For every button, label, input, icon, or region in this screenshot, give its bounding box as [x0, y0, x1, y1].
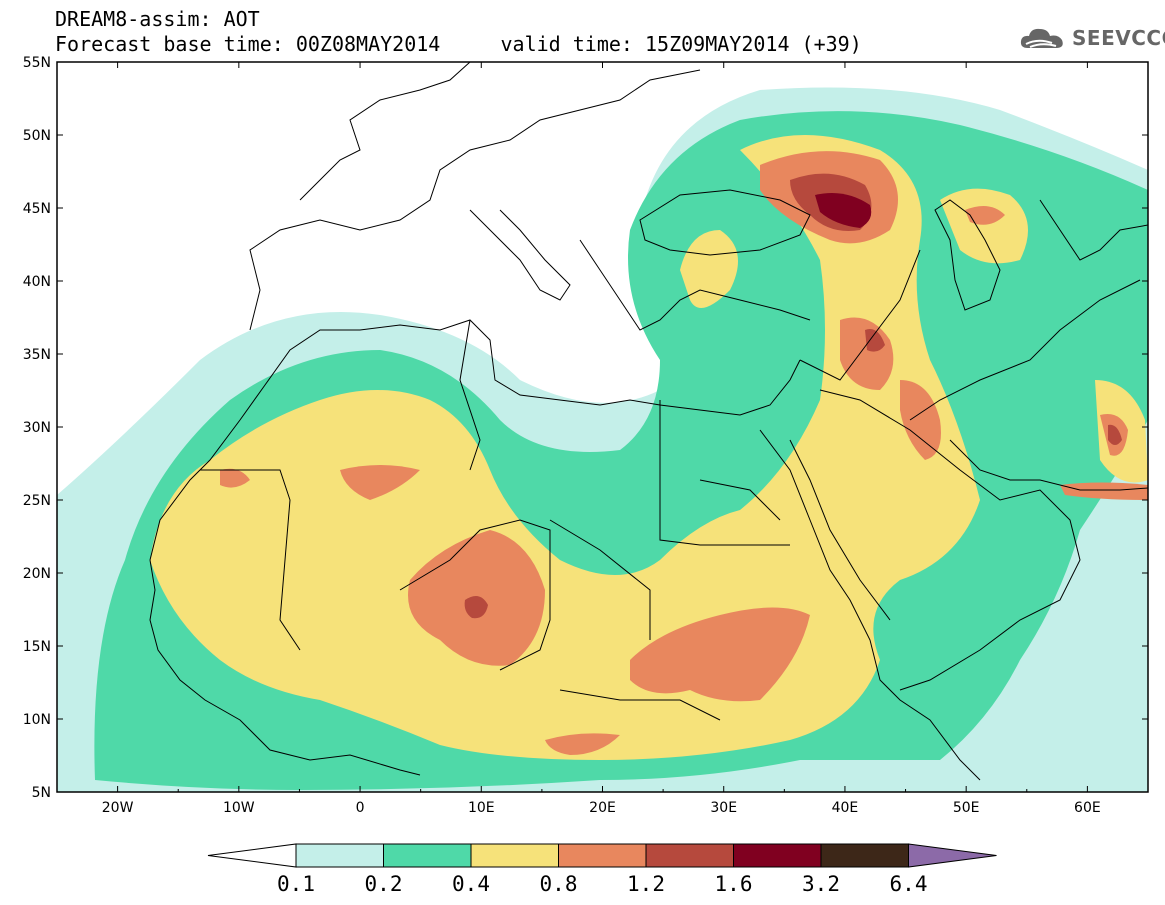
- lat-label: 10N: [23, 712, 51, 728]
- lon-label: 30E: [710, 800, 737, 816]
- lat-label: 35N: [23, 347, 51, 363]
- colorbar-swatch: [645, 843, 734, 868]
- lat-label: 5N: [32, 785, 51, 801]
- lon-label: 60E: [1074, 800, 1101, 816]
- forecast-time-subtitle: Forecast base time: 00Z08MAY2014 valid t…: [55, 32, 862, 56]
- lat-label: 30N: [23, 420, 51, 436]
- lon-label: 0: [356, 800, 365, 816]
- aot-field: [57, 62, 1148, 792]
- colorbar-label: 0.2: [365, 872, 403, 896]
- longitude-axis: 20W 10W 0 10E 20E 30E 40E 50E 60E: [56, 62, 1149, 816]
- lon-label: 20E: [589, 800, 616, 816]
- colorbar-label: 1.6: [715, 872, 753, 896]
- lon-label: 20W: [102, 800, 134, 816]
- colorbar-label: 6.4: [890, 872, 928, 896]
- lat-label: 20N: [23, 566, 51, 582]
- colorbar-label: 0.4: [452, 872, 490, 896]
- coastlines-borders: [149, 62, 1148, 781]
- lat-label: 15N: [23, 639, 51, 655]
- lon-label: 10E: [468, 800, 495, 816]
- lat-label: 40N: [23, 274, 51, 290]
- colorbar-label: 3.2: [802, 872, 840, 896]
- map-title: DREAM8-assim: AOT: [55, 7, 260, 31]
- latitude-axis: 55N 50N 45N 40N 35N 30N 25N 20N 15N 10N 5N: [23, 55, 1148, 801]
- colorbar-swatch: [733, 843, 822, 868]
- lon-label: 40E: [832, 800, 859, 816]
- colorbar-high-arrow: [908, 843, 997, 868]
- colorbar-label: 0.8: [540, 872, 578, 896]
- colorbar-low-arrow: [207, 843, 297, 868]
- colorbar-swatch: [558, 843, 647, 868]
- colorbar: 0.1 0.2 0.4 0.8 1.2 1.6 3.2 6.4: [207, 843, 997, 896]
- logo-text: SEEVCCC: [1072, 26, 1165, 50]
- colorbar-swatch: [295, 843, 384, 868]
- colorbar-swatch: [820, 843, 909, 868]
- lat-label: 45N: [23, 201, 51, 217]
- seevccc-logo: SEEVCCC: [1018, 24, 1165, 52]
- lat-label: 25N: [23, 493, 51, 509]
- cloud-logo-icon: [1020, 28, 1063, 48]
- lat-label: 50N: [23, 128, 51, 144]
- lon-label: 10W: [223, 800, 255, 816]
- lon-label: 50E: [953, 800, 980, 816]
- colorbar-swatch: [470, 843, 559, 868]
- colorbar-label: 0.1: [277, 872, 315, 896]
- lat-label: 55N: [23, 55, 51, 71]
- colorbar-swatch: [383, 843, 472, 868]
- colorbar-label: 1.2: [627, 872, 665, 896]
